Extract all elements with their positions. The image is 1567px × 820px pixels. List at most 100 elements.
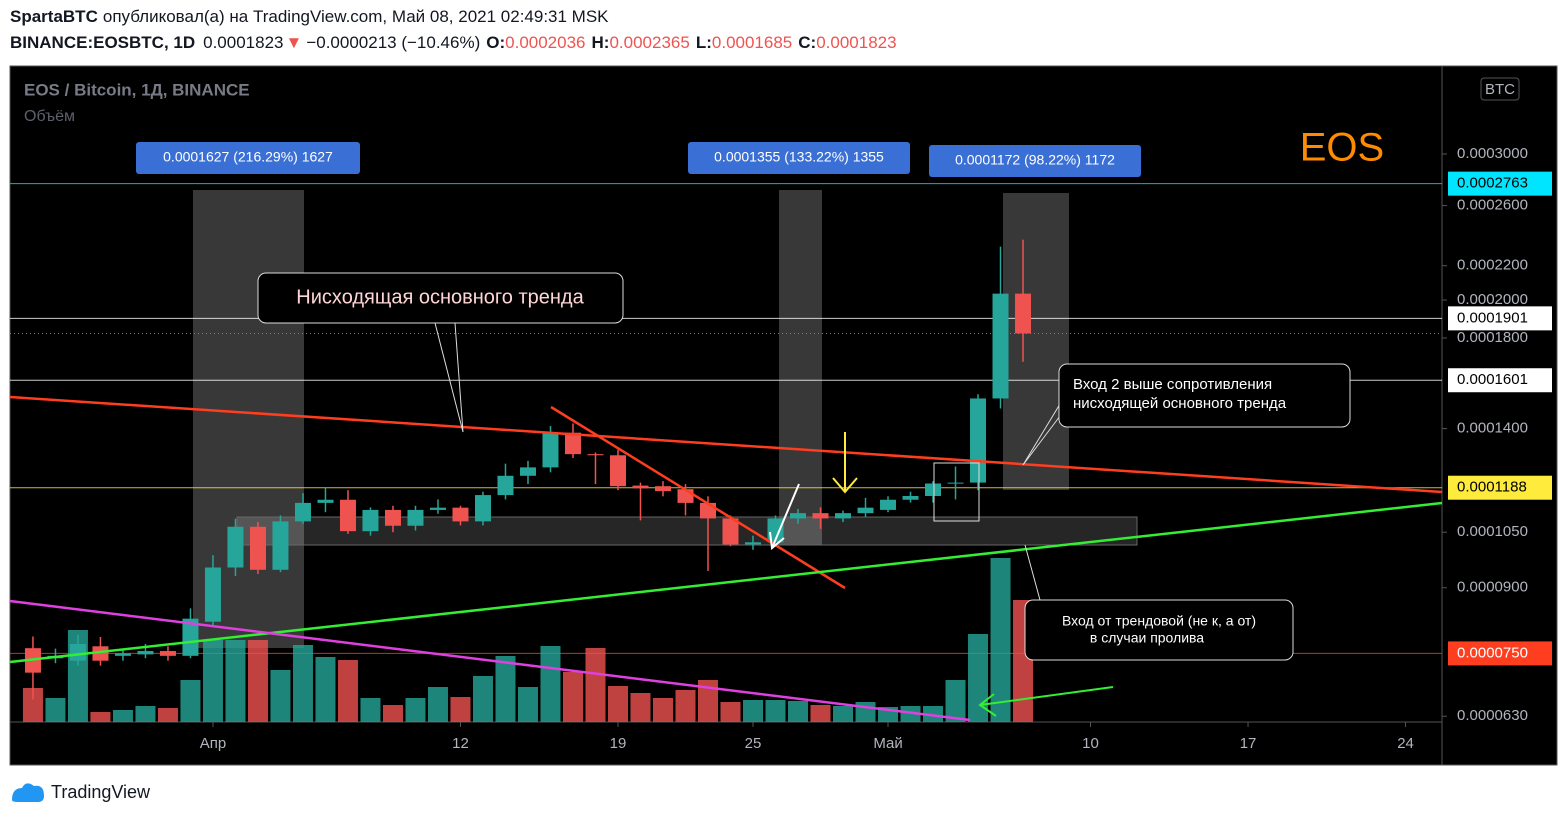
symbol: BINANCE:EOSBTC, 1D <box>10 33 195 52</box>
price-label: 0.0001601 <box>1457 371 1528 388</box>
volume-bar <box>923 706 944 722</box>
y-tick-label: 0.0000630 <box>1457 707 1528 724</box>
candle-body <box>812 513 829 519</box>
candle-body <box>1015 293 1032 334</box>
volume-bar <box>90 712 111 722</box>
candle-body <box>227 526 244 568</box>
y-tick-label: 0.0001400 <box>1457 420 1528 437</box>
price-label-box <box>1448 475 1552 500</box>
range-label-box <box>136 142 360 174</box>
volume-bar <box>247 640 268 722</box>
volume-bar <box>112 710 133 722</box>
ohlc-label: O: <box>486 33 505 52</box>
volume-bar <box>472 676 493 722</box>
candle-body <box>857 507 874 514</box>
volume-bar <box>607 686 628 722</box>
callouts: Нисходящая основного тренда Вход 2 выше … <box>257 272 1351 661</box>
candle-body <box>159 651 176 656</box>
x-tick-label: Май <box>873 735 902 752</box>
volume-bar <box>495 656 516 722</box>
currency-box <box>1480 77 1520 101</box>
candle-body <box>699 502 716 519</box>
ohlc-label: C: <box>798 33 816 52</box>
price-label-box <box>1448 306 1552 331</box>
volume-bar <box>675 690 696 722</box>
arrow <box>832 432 858 494</box>
logo <box>12 783 44 802</box>
callout-text: Вход 2 выше сопротивления <box>1073 376 1272 393</box>
candle-body <box>587 454 604 456</box>
highlight-zones <box>193 190 1138 648</box>
drawings <box>9 395 1443 722</box>
volume-bar <box>697 680 718 722</box>
volume-bar <box>157 708 178 722</box>
last-price: 0.0001823 <box>203 33 283 52</box>
change-arrow: ▼ <box>286 33 303 52</box>
candle-body <box>632 485 649 489</box>
price-label-box <box>1448 641 1552 666</box>
x-tick-label: 19 <box>610 735 627 752</box>
ohlc-label: H: <box>592 33 610 52</box>
price-label: 0.0001188 <box>1457 479 1527 496</box>
candle-body <box>542 432 559 468</box>
x-tick-label: 10 <box>1082 735 1099 752</box>
volume-bar <box>585 648 606 722</box>
volume-bar <box>968 634 989 722</box>
ohlc-value: 0.0002036 <box>505 33 585 52</box>
trend-line <box>9 501 1443 664</box>
price-label: 0.0000750 <box>1457 644 1528 661</box>
header: SpartaBTC опубликовал(а) на TradingView.c… <box>10 7 897 52</box>
volume-bar <box>990 558 1011 722</box>
ohlc-value: 0.0001685 <box>712 33 792 52</box>
callout-text: Вход от трендовой (не к, а от) <box>1062 613 1256 629</box>
currency: BTC <box>1485 81 1515 98</box>
candle-body <box>835 513 852 519</box>
box <box>933 462 980 522</box>
candle-body <box>114 653 131 656</box>
volume-bar <box>292 645 313 722</box>
candle-body <box>429 507 446 510</box>
volume-bar <box>270 670 291 722</box>
volume-bar <box>945 680 966 722</box>
ohlc-value: 0.0002365 <box>609 33 689 52</box>
watermark: EOS <box>1300 126 1384 170</box>
callout-text: в случаи пролива <box>1090 630 1204 646</box>
candle-body <box>902 496 919 500</box>
candle-body <box>204 567 221 622</box>
price-label-box <box>1448 368 1552 393</box>
arrow <box>769 483 800 550</box>
y-tick-label: 0.0003000 <box>1457 145 1528 162</box>
candle-body <box>452 507 469 522</box>
volume-bar <box>788 701 809 722</box>
volume-bar <box>720 702 741 722</box>
volume-bar <box>427 687 448 722</box>
volume-bar <box>382 705 403 722</box>
price-label-box <box>1448 171 1552 196</box>
chart-title: EOS / Bitcoin, 1Д, BINANCE <box>24 80 250 99</box>
price-label: 0.0002763 <box>1457 175 1528 192</box>
change: −0.0000213 (−10.46%) <box>306 33 480 52</box>
volume-bar <box>202 640 223 722</box>
y-tick-label: 0.0002600 <box>1457 197 1528 214</box>
callout-pointer <box>434 322 464 433</box>
candle-body <box>137 651 154 655</box>
ohlc-label: L: <box>696 33 712 52</box>
axes: 0.00030000.00026000.00022000.00020000.00… <box>200 145 1552 752</box>
volume-bar <box>180 680 201 722</box>
footer: TradingView <box>12 782 151 802</box>
candle-body <box>564 432 581 455</box>
volume-bar <box>405 698 426 722</box>
candle-body <box>947 482 964 484</box>
arrow <box>978 686 1114 717</box>
candle-body <box>497 475 514 496</box>
candle-body <box>92 646 109 661</box>
callout-box <box>1024 599 1294 661</box>
zone <box>779 190 822 545</box>
y-tick-label: 0.0000900 <box>1457 579 1528 596</box>
callout-text: нисходящей основного тренда <box>1073 395 1287 412</box>
callout-box <box>1058 363 1351 428</box>
y-tick-label: 0.0002200 <box>1457 257 1528 274</box>
volume-bar <box>630 693 651 722</box>
candle-body <box>992 293 1009 399</box>
